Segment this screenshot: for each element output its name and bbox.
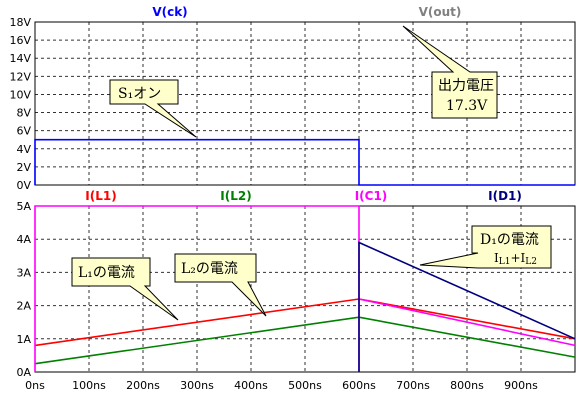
y-tick-label: 6V bbox=[16, 125, 31, 138]
x-tick-label: 800ns bbox=[450, 379, 484, 392]
y-tick-label: 3A bbox=[16, 266, 31, 279]
y-tick-label: 1A bbox=[16, 333, 31, 346]
x-tick-label: 400ns bbox=[234, 379, 268, 392]
x-tick-label: 0ns bbox=[25, 379, 45, 392]
series-line-vck bbox=[34, 138, 575, 186]
x-tick-label: 600ns bbox=[342, 379, 376, 392]
callout-l1-current-label: L₁の電流 bbox=[78, 265, 135, 281]
legend-label: V(ck) bbox=[152, 5, 187, 19]
callout-output-voltage-value: 17.3V bbox=[446, 98, 488, 114]
legend-label: V(out) bbox=[419, 5, 462, 19]
y-tick-label: 4A bbox=[16, 233, 31, 246]
y-tick-label: 0A bbox=[16, 366, 31, 379]
y-tick-label: 10V bbox=[9, 88, 31, 101]
x-tick-label: 700ns bbox=[396, 379, 430, 392]
y-tick-label: 14V bbox=[9, 52, 31, 65]
callout-l1-current: L₁の電流 bbox=[71, 257, 179, 321]
y-tick-label: 12V bbox=[9, 70, 31, 83]
callout-s1-on: S₁オン bbox=[109, 79, 197, 138]
y-tick-label: 0V bbox=[16, 179, 31, 192]
y-tick-label: 2V bbox=[16, 161, 31, 174]
callout-d1-current-formula: IL1+IL2 bbox=[494, 251, 537, 267]
callout-d1-current-label: D₁の電流 bbox=[480, 232, 539, 248]
x-tick-label: 100ns bbox=[72, 379, 106, 392]
series-line-id1 bbox=[358, 241, 576, 372]
callout-output-voltage-label: 出力電圧 bbox=[438, 78, 494, 94]
callout-s1-on-label: S₁オン bbox=[118, 86, 161, 102]
x-tick-label: 300ns bbox=[180, 379, 214, 392]
legend-label: I(D1) bbox=[488, 189, 522, 203]
x-axis-ticks: 0ns 100ns 200ns 300ns 400ns 500ns 600ns 700ns 80… bbox=[25, 379, 538, 392]
callout-l2-current-label: L₂の電流 bbox=[181, 261, 238, 277]
y-tick-label: 4V bbox=[16, 143, 31, 156]
callout-d1-current: D₁の電流 IL1+IL2 bbox=[419, 225, 552, 269]
y-tick-label: 16V bbox=[9, 34, 31, 47]
legend-label: I(C1) bbox=[355, 189, 388, 203]
x-tick-label: 200ns bbox=[126, 379, 160, 392]
callout-l2-current: L₂の電流 bbox=[174, 253, 267, 317]
legend-label: I(L2) bbox=[220, 189, 251, 203]
y-tick-label: 2A bbox=[16, 300, 31, 313]
x-tick-label: 500ns bbox=[288, 379, 322, 392]
y-tick-label: 18V bbox=[9, 16, 31, 29]
plot-frame bbox=[34, 21, 576, 186]
y-tick-label: 8V bbox=[16, 107, 31, 120]
y-tick-label: 5A bbox=[16, 200, 31, 213]
callout-output-voltage: 出力電圧 17.3V bbox=[402, 25, 498, 119]
legend-label: I(L1) bbox=[85, 189, 116, 203]
x-tick-label: 900ns bbox=[504, 379, 538, 392]
